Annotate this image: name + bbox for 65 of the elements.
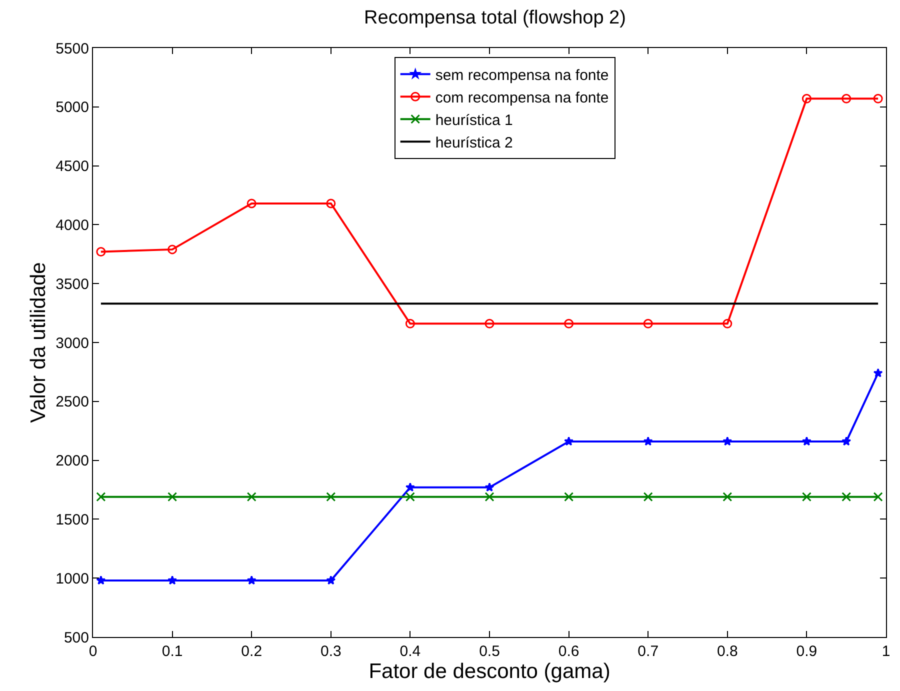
x-tick-label: 0.6 <box>558 643 580 660</box>
point <box>564 492 574 502</box>
point <box>873 368 883 378</box>
point <box>643 318 653 328</box>
point <box>842 94 852 104</box>
x-tick-label: 0.4 <box>400 643 421 660</box>
point <box>96 247 106 257</box>
point <box>96 492 106 502</box>
point <box>842 436 852 446</box>
x-tick-label: 0.9 <box>796 643 818 660</box>
y-tick-label: 3500 <box>56 276 89 293</box>
point <box>802 492 812 502</box>
point <box>484 318 494 328</box>
x-tick-label: 0.1 <box>162 643 183 660</box>
point <box>405 482 415 492</box>
point <box>326 576 336 585</box>
point <box>96 576 106 585</box>
y-axis-title: Valor da utilidade <box>26 262 50 423</box>
point <box>564 436 574 446</box>
y-tick-label: 5000 <box>56 99 89 116</box>
point <box>326 492 336 502</box>
x-tick-label: 0.5 <box>479 643 500 660</box>
point <box>246 198 256 208</box>
chart-title: Recompensa total (flowshop 2) <box>364 8 626 29</box>
point <box>168 576 178 585</box>
point <box>722 492 732 502</box>
y-tick-label: 1000 <box>56 570 89 588</box>
x-tick-label: 0.3 <box>320 643 342 660</box>
y-tick-label: 4000 <box>56 216 89 234</box>
legend-label: com recompensa na fonte <box>435 89 609 106</box>
y-tick-label: 5500 <box>56 40 89 58</box>
point <box>722 318 732 328</box>
x-tick-label: 0 <box>88 643 98 660</box>
y-tick-label: 4500 <box>56 158 89 176</box>
point <box>168 492 178 502</box>
point <box>873 492 883 502</box>
y-tick-label: 500 <box>64 629 89 646</box>
point <box>643 436 653 446</box>
point <box>564 318 574 328</box>
point <box>643 492 653 502</box>
y-tick-label: 2000 <box>56 452 89 470</box>
x-tick-label: 1 <box>882 643 890 660</box>
point <box>168 244 178 254</box>
point <box>405 318 415 328</box>
point <box>484 482 494 492</box>
point <box>326 198 336 208</box>
point <box>842 492 852 502</box>
x-axis-title: Fator de desconto (gama) <box>368 660 610 684</box>
point <box>802 436 812 446</box>
y-tick-label: 1500 <box>56 511 89 528</box>
y-tick-label: 3000 <box>56 334 89 352</box>
x-tick-label: 0.7 <box>638 643 659 660</box>
point <box>484 492 494 502</box>
point <box>246 492 256 502</box>
x-tick-label: 0.2 <box>241 643 262 660</box>
y-tick-label: 2500 <box>56 394 89 411</box>
point <box>873 94 883 104</box>
point <box>802 94 812 104</box>
x-tick-label: 0.8 <box>716 643 738 660</box>
point <box>246 576 256 585</box>
legend-label: heurística 2 <box>435 134 513 152</box>
point <box>405 492 415 502</box>
legend-label: sem recompensa na fonte <box>435 66 609 84</box>
point <box>722 436 732 446</box>
legend-label: heurística 1 <box>435 112 513 129</box>
